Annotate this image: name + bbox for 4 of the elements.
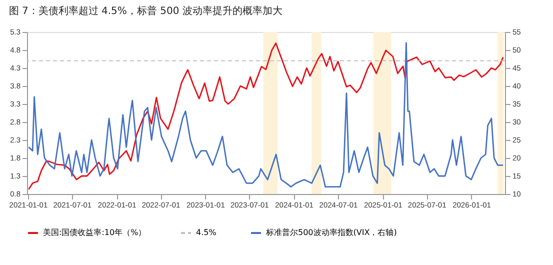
legend-label: 标准普尔500波动率指数(VIX，右轴)	[265, 228, 397, 237]
legend-label: 美国:国债收益率:10年（%）	[43, 228, 146, 237]
chart-title: 图 7：美债利率超过 4.5%，标普 500 波动率提升的概率加大	[8, 5, 282, 17]
legend-label: 4.5%	[196, 228, 217, 237]
